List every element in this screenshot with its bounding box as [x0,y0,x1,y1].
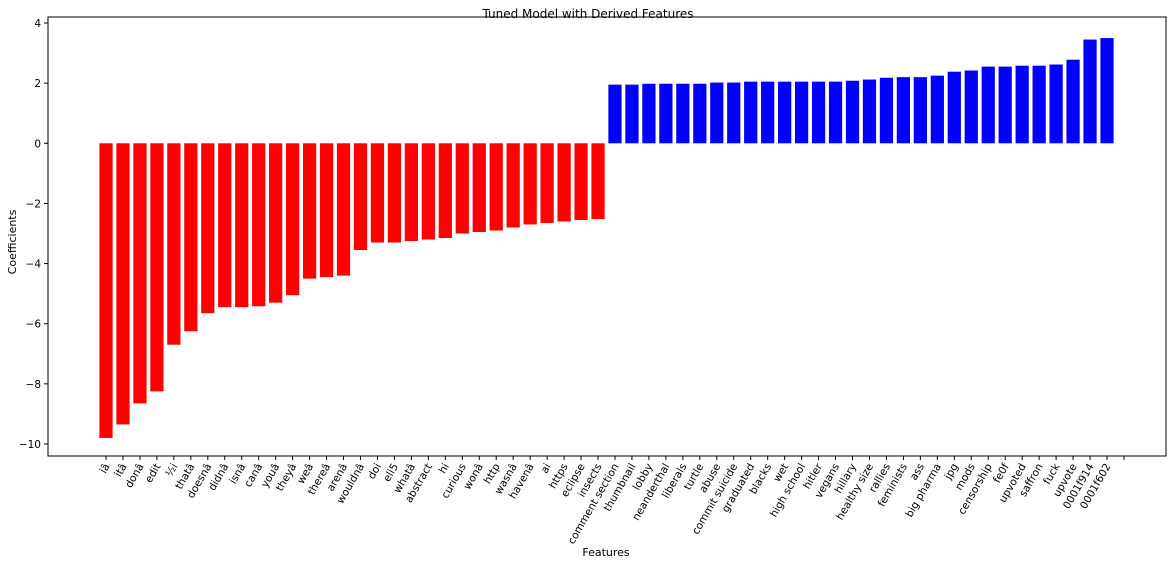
bar [778,81,792,144]
bar [421,143,435,240]
bar [794,81,809,144]
bar [302,143,317,279]
bar [353,143,368,251]
bar [811,81,826,144]
bar [1015,65,1029,144]
bar [167,143,181,345]
bar [913,77,927,144]
bar [99,143,113,438]
bar [862,79,877,144]
bar [947,71,961,144]
y-tick-label: 0 [34,138,41,150]
bar [744,81,758,144]
bar [693,83,707,144]
bar [1083,39,1097,144]
bar [761,81,775,144]
bar [336,143,351,276]
bar [608,84,622,144]
bar [235,143,249,308]
y-tick-label: −6 [26,319,42,331]
x-tick-label: iâ [98,462,113,476]
y-tick-label: −2 [26,198,41,210]
bar [133,143,147,404]
bar [523,143,537,225]
bar [964,70,978,144]
y-tick-label: −4 [26,259,42,271]
bar [930,75,944,144]
bar [286,143,300,296]
bar [625,84,639,144]
bar [184,143,198,332]
x-tick-label: ½i [164,462,181,479]
bar [506,143,520,228]
y-ticks: −10 −8 −6 −4 −2 0 2 4 [19,18,48,451]
bar [150,143,164,392]
bar [218,143,232,308]
bar [642,83,656,144]
bar [1049,64,1063,144]
bar [998,66,1012,144]
bar [710,82,724,144]
bar [387,143,402,243]
x-tick-label: edit [143,462,163,485]
y-tick-label: −10 [19,439,41,451]
x-tick-label: hi [437,462,452,476]
bar [676,83,690,144]
bar [489,143,503,231]
bar [879,77,894,144]
y-tick-label: 4 [34,18,41,30]
bar [455,143,469,234]
y-axis-label: Coefficients [6,209,19,274]
bar [981,66,995,144]
bar [370,143,385,243]
bar [252,143,266,307]
bar [591,143,605,220]
bar [269,143,283,303]
bar [659,83,673,144]
bar [727,82,741,144]
plot-frame [47,16,1167,457]
x-axis-label: Features [582,546,630,559]
bar [472,143,486,232]
bar [557,143,571,222]
bars-group [99,38,1114,438]
bar [540,143,554,223]
bar [404,143,419,242]
bar [845,80,860,144]
y-tick-label: 2 [34,78,41,90]
chart-title: Tuned Model with Derived Features [481,7,693,21]
y-tick-label: −8 [26,379,41,391]
bar [438,143,452,239]
bar [1100,38,1114,144]
bar [828,81,843,144]
bar [319,143,334,278]
bar [896,77,911,144]
bar [201,143,215,314]
bar [1066,59,1080,144]
bar [1032,65,1046,144]
x-tick-label: ai [539,462,554,476]
bar [574,143,588,220]
x-tick-label: itâ [112,462,129,480]
bar [116,143,130,425]
